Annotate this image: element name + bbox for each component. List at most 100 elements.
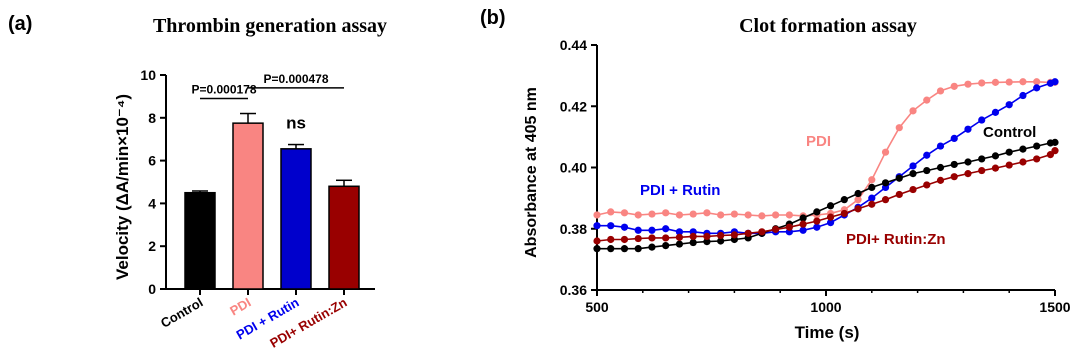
y-tick-label-a: 0 bbox=[148, 281, 156, 297]
data-point bbox=[840, 196, 848, 204]
data-point bbox=[662, 209, 670, 217]
data-point bbox=[675, 228, 684, 236]
y-axis-label-a: Velocity (ΔA/min×10⁻⁴) bbox=[113, 94, 132, 280]
data-point bbox=[593, 211, 601, 219]
y-tick-label-b: 0.42 bbox=[560, 98, 587, 114]
data-point bbox=[620, 209, 629, 217]
bar bbox=[184, 191, 216, 290]
data-point bbox=[964, 80, 972, 88]
data-point bbox=[703, 232, 711, 241]
data-point bbox=[868, 183, 876, 192]
data-point bbox=[634, 211, 642, 219]
data-point bbox=[1019, 78, 1027, 86]
data-point bbox=[689, 232, 697, 241]
data-point bbox=[1005, 161, 1013, 169]
data-point bbox=[730, 210, 739, 218]
data-point bbox=[744, 229, 752, 237]
data-point bbox=[936, 87, 945, 95]
data-point bbox=[1019, 158, 1027, 166]
data-point bbox=[936, 163, 945, 172]
p-value-label: P=0.000478 bbox=[263, 72, 328, 86]
data-point bbox=[689, 238, 697, 247]
data-point bbox=[717, 237, 725, 245]
series-label: PDI bbox=[806, 133, 831, 150]
series-label: PDI + Rutin bbox=[640, 182, 720, 199]
data-point bbox=[950, 160, 958, 169]
data-point bbox=[772, 211, 780, 219]
panel-label-b: (b) bbox=[480, 7, 506, 29]
chart-title-b: Clot formation assay bbox=[739, 15, 917, 37]
axes-b: 0.36 0.38 0.40 0.42 0.44 500 1000 1500 bbox=[560, 37, 1071, 315]
data-point bbox=[648, 234, 656, 242]
data-point bbox=[607, 208, 615, 216]
data-point bbox=[730, 231, 739, 239]
chart-title-a: Thrombin generation assay bbox=[153, 15, 387, 37]
data-point bbox=[909, 107, 917, 115]
x-tick-label-b: 1500 bbox=[1039, 299, 1070, 315]
data-point bbox=[964, 125, 972, 133]
bar bbox=[280, 148, 312, 290]
panel-a: (a) Thrombin generation assay 0 2 4 6 8 10 Co… bbox=[8, 13, 387, 351]
data-point bbox=[703, 238, 711, 246]
data-point bbox=[785, 223, 793, 231]
data-point bbox=[923, 166, 931, 175]
data-point bbox=[1005, 148, 1013, 156]
data-point bbox=[648, 210, 656, 218]
data-point bbox=[634, 245, 642, 253]
data-point bbox=[620, 223, 629, 231]
y-tick-label-a: 2 bbox=[148, 238, 156, 254]
data-point bbox=[964, 158, 972, 166]
bar bbox=[232, 122, 264, 290]
data-point bbox=[785, 211, 793, 219]
data-point bbox=[634, 234, 642, 243]
y-tick-label-a: 4 bbox=[148, 195, 156, 211]
annotations-a: P=0.000178 P=0.000478 ns bbox=[191, 72, 344, 133]
data-point bbox=[607, 235, 615, 244]
y-tick-label-b: 0.44 bbox=[560, 37, 587, 53]
data-point bbox=[909, 170, 917, 178]
data-point bbox=[950, 134, 958, 143]
data-point bbox=[634, 226, 642, 234]
data-point bbox=[1051, 138, 1059, 146]
data-point bbox=[662, 241, 670, 250]
data-point bbox=[703, 209, 711, 217]
x-tick-label-b: 500 bbox=[585, 299, 609, 315]
data-point bbox=[991, 152, 1000, 160]
data-point bbox=[826, 202, 835, 210]
data-point bbox=[620, 235, 629, 244]
x-tick-label-b: 1000 bbox=[810, 299, 841, 315]
data-point bbox=[1005, 101, 1013, 109]
data-point bbox=[950, 82, 958, 90]
y-tick-label-a: 10 bbox=[140, 67, 156, 83]
data-point bbox=[1033, 155, 1041, 163]
data-point bbox=[868, 194, 876, 202]
data-point bbox=[978, 79, 986, 87]
data-point bbox=[978, 166, 986, 175]
data-point bbox=[813, 223, 821, 231]
y-tick-label-b: 0.38 bbox=[560, 221, 587, 237]
series-control bbox=[593, 138, 1059, 253]
series-pdi-rutin-zn bbox=[593, 147, 1059, 245]
data-point bbox=[1005, 78, 1013, 86]
data-point bbox=[675, 211, 684, 219]
bar bbox=[328, 185, 360, 290]
data-point bbox=[909, 185, 917, 194]
data-point bbox=[964, 170, 972, 178]
data-point bbox=[868, 200, 876, 208]
series-pdi bbox=[593, 78, 1059, 220]
data-point bbox=[1033, 142, 1041, 150]
data-point bbox=[620, 245, 629, 253]
p-value-label: P=0.000178 bbox=[191, 83, 256, 97]
data-point bbox=[868, 176, 876, 184]
data-point bbox=[648, 226, 656, 234]
x-axis-label-b: Time (s) bbox=[795, 323, 860, 342]
data-point bbox=[854, 205, 862, 213]
data-point bbox=[950, 173, 958, 181]
data-point bbox=[758, 212, 766, 220]
data-point bbox=[593, 222, 601, 230]
data-point bbox=[978, 116, 986, 124]
data-point bbox=[881, 196, 890, 204]
data-point bbox=[895, 174, 903, 182]
data-point bbox=[826, 219, 835, 227]
data-point bbox=[854, 196, 862, 204]
